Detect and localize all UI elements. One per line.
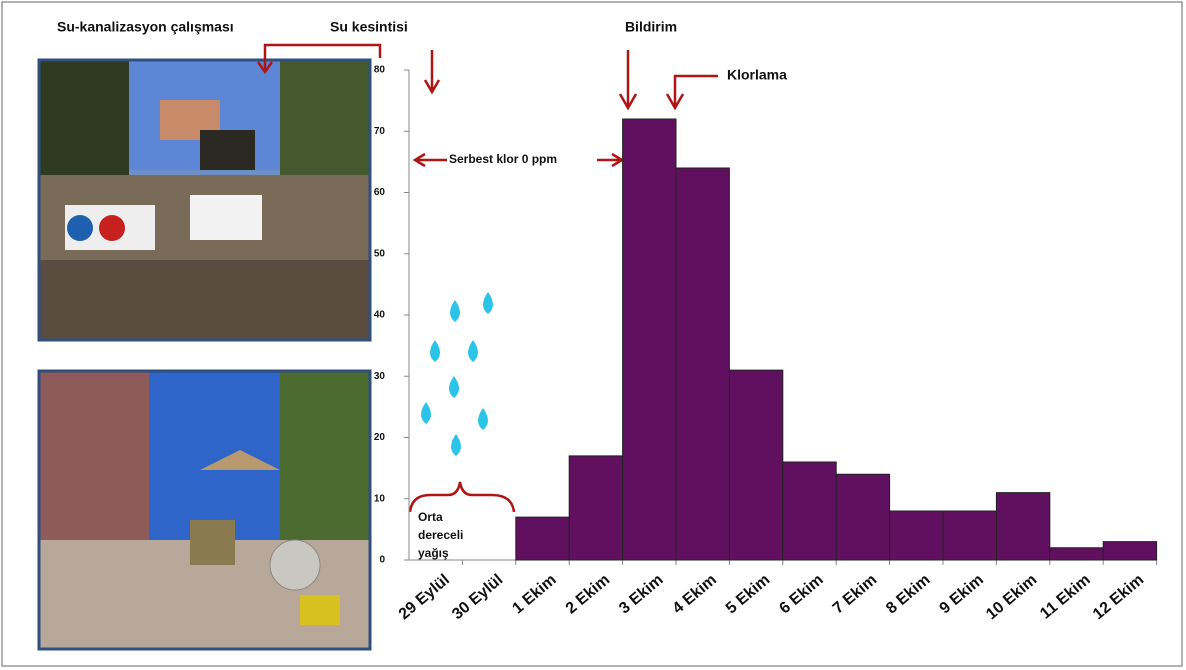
bar [729,370,782,560]
chart: 0 10 20 30 40 50 60 70 80 29 Eylül30 Eylül1 Ekim2… [0,0,1186,670]
x-tick-label: 29 Eylül [396,571,453,623]
x-tick-label: 12 Ekim [1090,571,1147,623]
annotation: Orta [418,510,443,524]
y-tick-label: 10 [374,493,386,504]
x-tick-label: 6 Ekim [776,571,826,617]
y-tick-label: 70 [374,126,386,137]
x-tick-label: 2 Ekim [563,571,613,617]
x-tick-label: 5 Ekim [723,571,773,617]
annotation: Bildirim [625,19,677,35]
annotation: dereceli [418,528,463,542]
bar [943,511,996,560]
raindrops [421,292,493,456]
annotation: Serbest klor 0 ppm [449,152,557,166]
x-tick-label: 9 Ekim [937,571,987,617]
bar [676,168,729,560]
photo-construction [39,60,370,340]
photo-street [39,371,370,649]
bar [569,456,622,560]
y-tick-label: 40 [374,310,386,321]
bar [1103,542,1156,560]
bar [890,511,943,560]
x-tick-label: 3 Ekim [616,571,666,617]
annotation: Su-kanalizasyon çalışması [57,19,234,35]
bar [783,462,836,560]
bar [516,517,569,560]
x-tick-label: 7 Ekim [830,571,880,617]
x-tick-label: 30 Eylül [449,571,506,623]
y-tick-label: 30 [374,371,386,382]
bar [996,493,1049,560]
annotation: Klorlama [727,67,787,83]
y-tick-label: 60 [374,187,386,198]
annotation: Su kesintisi [330,19,408,35]
x-tick-label: 11 Ekim [1037,571,1094,622]
bar [836,474,889,560]
y-tick-label: 50 [374,248,386,259]
x-tick-label: 10 Ekim [983,571,1040,623]
x-tick-label: 1 Ekim [509,571,559,617]
x-tick-label: 4 Ekim [670,571,720,617]
bar [623,119,676,560]
bar [1050,548,1103,560]
y-tick-label: 80 [374,65,386,76]
y-tick-label: 0 [379,555,385,566]
y-tick-label: 20 [374,432,386,443]
annotation: yağış [418,546,449,560]
x-tick-label: 8 Ekim [883,571,933,617]
